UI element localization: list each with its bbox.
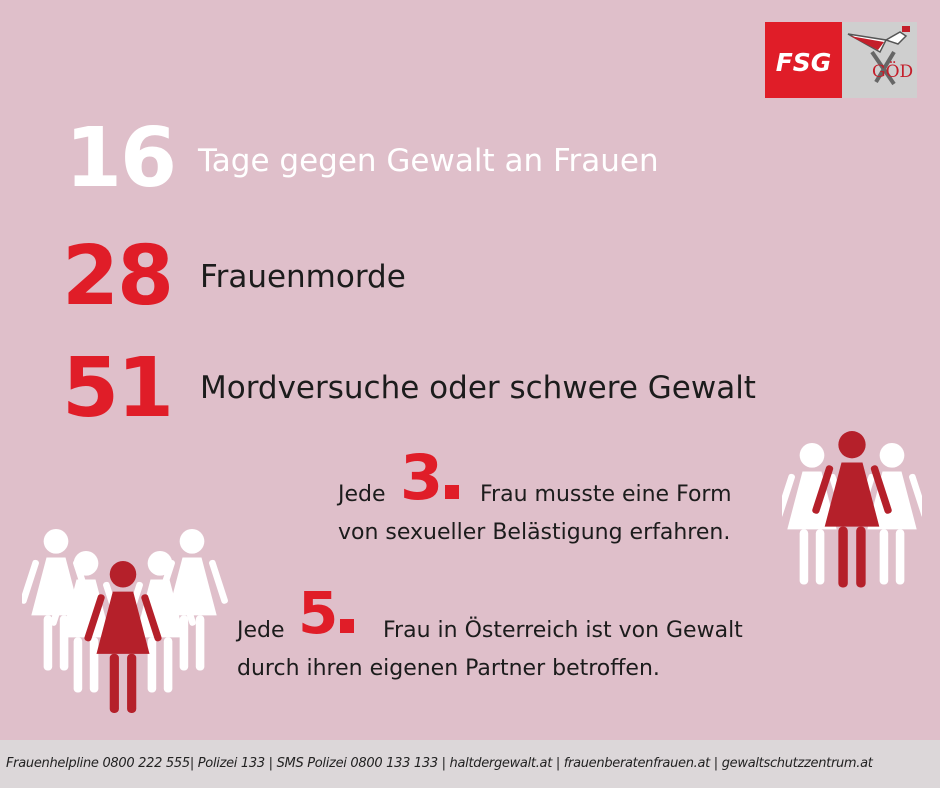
fact-text-28: Frauenmorde [200, 259, 406, 295]
god-logo: GÖD [842, 22, 917, 98]
stat1-ordinal-number: 3 [400, 441, 443, 514]
stat2-line1: Frau in Österreich ist von Gewalt [383, 618, 743, 643]
stat1-line1: Frau musste eine Form [480, 482, 732, 507]
god-logo-text: GÖD [872, 62, 914, 82]
stat2-ordinal-number: 5 [298, 579, 338, 647]
stat1-ordinal: 3 [400, 447, 460, 509]
fact-text-16: Tage gegen Gewalt an Frauen [198, 143, 659, 179]
women-group-right [782, 431, 922, 588]
stat1-prefix: Jede [338, 482, 386, 507]
fact-text-51: Mordversuche oder schwere Gewalt [200, 370, 756, 406]
ordinal-dot [340, 619, 355, 633]
stat2-line2: durch ihren eigenen Partner betroffen. [237, 656, 660, 681]
fact-number-51: 51 [62, 341, 174, 436]
fsg-logo-text: FSG [775, 48, 832, 77]
stat2-prefix: Jede [237, 618, 285, 643]
footer-bar: Frauenhelpline 0800 222 555| Polizei 133… [0, 740, 940, 788]
ordinal-dot [445, 485, 460, 499]
logo: FSG GÖD [765, 22, 917, 98]
women-group-left [22, 528, 229, 713]
fact-number-16: 16 [65, 111, 177, 206]
footer-text: Frauenhelpline 0800 222 555| Polizei 133… [6, 756, 873, 771]
stat1-line2: von sexueller Belästigung erfahren. [338, 520, 731, 545]
fsg-logo: FSG [765, 22, 842, 98]
fact-number-28: 28 [62, 229, 174, 324]
stat2-ordinal: 5 [298, 584, 355, 642]
god-eagle-icon [847, 26, 910, 86]
